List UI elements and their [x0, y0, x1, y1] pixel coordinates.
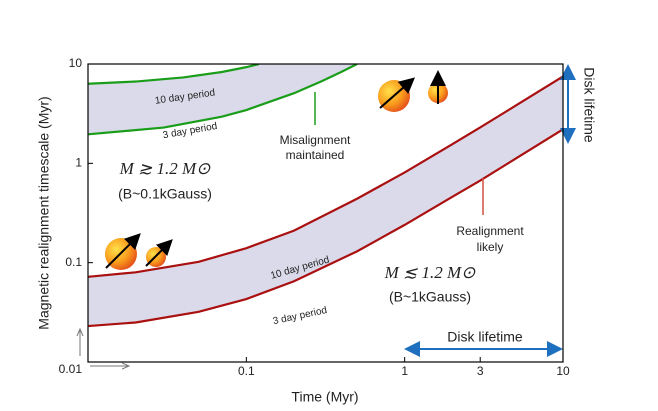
y-tick-label: 0.1	[65, 255, 82, 269]
x-tick-label: 10	[556, 364, 570, 378]
annotation: maintained	[286, 148, 345, 162]
star-icons	[80, 64, 576, 366]
x-tick-label: 0.1	[238, 364, 255, 378]
line	[88, 64, 358, 136]
line	[88, 128, 563, 328]
annotation: M ≳ 1.2 M⊙	[119, 159, 212, 178]
y-tick-label: 10	[69, 56, 83, 70]
line	[88, 75, 563, 278]
annotation: M ≲ 1.2 M⊙	[384, 263, 477, 282]
annotation: Disk lifetime	[581, 67, 597, 143]
series-label: 3 day period	[272, 305, 328, 327]
annotation: Misalignment	[280, 133, 351, 147]
annotation: Disk lifetime	[447, 329, 523, 345]
band	[88, 76, 563, 327]
annotation: (B~0.1kGauss)	[118, 186, 212, 202]
annotation: (B~1kGauss)	[389, 289, 471, 305]
x-tick-label: 1	[401, 364, 408, 378]
x-tick-label: 3	[477, 364, 484, 378]
y-tick-label: 1	[75, 156, 82, 170]
y-tick-label: 0.01	[59, 362, 83, 376]
line	[88, 64, 260, 85]
annotation: Realignment	[456, 224, 524, 238]
annotation: likely	[477, 240, 504, 254]
plot-frame	[87, 63, 564, 363]
y-axis-label: Magnetic realignment timescale (Myr)	[36, 96, 52, 329]
x-axis-label: Time (Myr)	[291, 389, 358, 405]
band	[88, 64, 358, 135]
